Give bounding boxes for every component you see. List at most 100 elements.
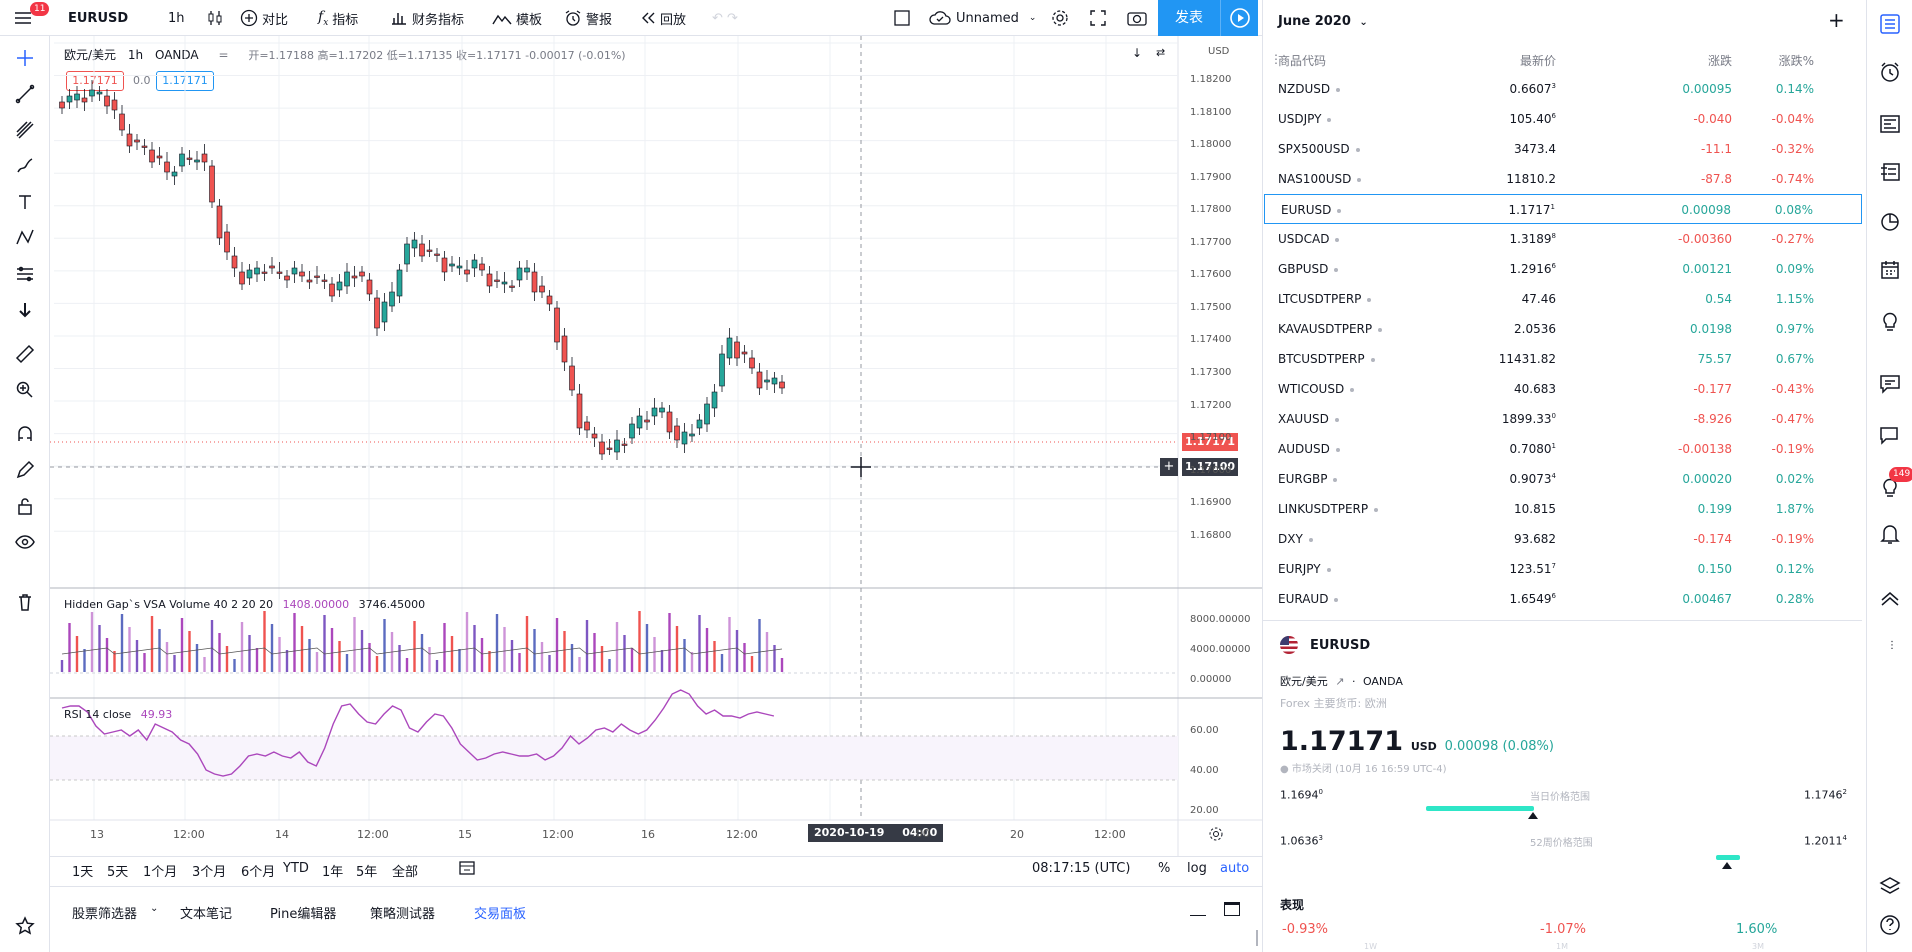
pencil-lock-icon[interactable]	[13, 458, 37, 482]
minimize-panel-icon[interactable]	[1190, 906, 1206, 916]
publish-button[interactable]: 发表	[1158, 0, 1220, 36]
watchlist-row[interactable]: EURUSD 1.17171 0.00098 0.08%	[1264, 194, 1862, 224]
watchlist-row[interactable]: BTCUSDTPERP 11431.82 75.57 0.67%	[1262, 344, 1862, 374]
maximize-panel-icon[interactable]	[1224, 902, 1240, 916]
lightbulb-icon[interactable]	[1877, 308, 1903, 332]
watchlist-row[interactable]: NZDUSD 0.66073 0.00095 0.14%	[1262, 74, 1862, 104]
range-button[interactable]: 6个月	[241, 865, 276, 880]
watchlist-title[interactable]: June 2020 ⌄	[1278, 14, 1368, 29]
pie-chart-icon[interactable]	[1877, 210, 1903, 234]
watchlist-row[interactable]: EURJPY 123.517 0.150 0.12%	[1262, 554, 1862, 584]
auto-toggle[interactable]: auto	[1220, 861, 1250, 876]
trend-line-icon[interactable]	[13, 82, 37, 106]
chevron-down-icon[interactable]: ⌄	[150, 903, 159, 914]
add-plus-icon[interactable]: +	[1160, 458, 1178, 476]
bid-box[interactable]: 1.17171	[66, 71, 124, 91]
layout-name-button[interactable]: Unnamed ⌄	[928, 0, 1036, 36]
bell-icon[interactable]	[1877, 522, 1903, 546]
watchlist-row[interactable]: SPX500USD 3473.4 -11.1 -0.32%	[1262, 134, 1862, 164]
layers-icon[interactable]	[1877, 874, 1903, 898]
news-icon[interactable]	[1877, 112, 1903, 136]
indicators-button[interactable]: fx 指标	[318, 0, 358, 36]
menu-icon[interactable]	[12, 8, 34, 28]
watchlist-row[interactable]: USDJPY 105.406 -0.040 -0.04%	[1262, 104, 1862, 134]
range-button[interactable]: 1天	[72, 865, 94, 880]
panel-tab[interactable]: 文本笔记	[180, 907, 233, 922]
arrow-down-icon[interactable]	[13, 298, 37, 322]
watchlist-icon[interactable]	[1877, 12, 1903, 36]
fullscreen-icon[interactable]	[1088, 8, 1108, 28]
fib-icon[interactable]	[13, 118, 37, 142]
zoom-in-icon[interactable]	[13, 378, 37, 402]
range-button[interactable]: YTD	[283, 861, 309, 876]
alerts-clock-icon[interactable]	[1877, 60, 1903, 84]
watchlist-row[interactable]: WTICOUSD 40.683 -0.177 -0.43%	[1262, 374, 1862, 404]
interval-button[interactable]: 1h	[168, 0, 185, 36]
col-symbol[interactable]: 商品代码	[1278, 54, 1327, 68]
eye-icon[interactable]	[13, 530, 37, 554]
trash-icon[interactable]	[13, 590, 37, 614]
maximize-pane-icon[interactable]: ⇄	[1156, 46, 1166, 59]
camera-icon[interactable]	[1126, 8, 1148, 28]
range-button[interactable]: 5年	[356, 865, 378, 880]
range-button[interactable]: 1年	[322, 865, 344, 880]
brush-icon[interactable]	[13, 154, 37, 178]
publish-play-button[interactable]	[1220, 0, 1258, 36]
panel-tab[interactable]: 策略测试器	[370, 907, 436, 922]
watchlist-row[interactable]: AUDUSD 0.70801 -0.00138 -0.19%	[1262, 434, 1862, 464]
ruler-icon[interactable]	[13, 342, 37, 366]
goto-date-icon[interactable]	[458, 860, 476, 876]
lock-icon[interactable]	[13, 494, 37, 518]
layout-select-icon[interactable]	[892, 8, 912, 28]
watchlist-row[interactable]: USDCAD 1.31898 -0.00360 -0.27%	[1262, 224, 1862, 254]
price-chart[interactable]	[50, 36, 1262, 856]
replay-button[interactable]: 回放	[640, 0, 686, 36]
col-change-pct[interactable]: 涨跌%	[1778, 54, 1814, 68]
settings-gear-icon[interactable]	[1050, 8, 1070, 28]
financials-button[interactable]: 财务指标	[390, 0, 464, 36]
templates-button[interactable]: 模板	[492, 0, 542, 36]
calendar-icon[interactable]	[1877, 258, 1903, 282]
utc-clock[interactable]: 08:17:15 (UTC)	[1032, 861, 1131, 876]
panel-scrollbar[interactable]	[1256, 930, 1258, 946]
panel-tab[interactable]: Pine编辑器	[270, 907, 337, 922]
external-link-icon[interactable]: ↗	[1335, 675, 1345, 688]
watchlist-row[interactable]: LTCUSDTPERP 47.46 0.54 1.15%	[1262, 284, 1862, 314]
text-icon[interactable]	[13, 190, 37, 214]
symbol-search-button[interactable]: EURUSD	[68, 0, 128, 36]
add-symbol-plus-icon[interactable]: +	[1828, 8, 1845, 32]
col-change[interactable]: 涨跌	[1707, 54, 1732, 68]
watchlist-row[interactable]: LINKUSDTPERP 10.815 0.199 1.87%	[1262, 494, 1862, 524]
watchlist-row[interactable]: KAVAUSDTPERP 2.0536 0.0198 0.97%	[1262, 314, 1862, 344]
watchlist-row[interactable]: XAUUSD 1899.330 -8.926 -0.47%	[1262, 404, 1862, 434]
range-button[interactable]: 3个月	[192, 865, 227, 880]
watchlist-row[interactable]: EURAUD 1.65496 0.00467 0.28%	[1262, 584, 1862, 614]
messages-icon[interactable]	[1877, 424, 1903, 448]
panel-tab[interactable]: 交易面板	[474, 907, 527, 922]
crosshair-icon[interactable]	[13, 46, 37, 70]
compare-button[interactable]: 对比	[240, 0, 288, 36]
range-button[interactable]: 5天	[107, 865, 129, 880]
time-axis-settings-icon[interactable]	[1208, 826, 1224, 842]
watchlist-row[interactable]: EURGBP 0.90734 0.00020 0.02%	[1262, 464, 1862, 494]
log-toggle[interactable]: log	[1187, 861, 1207, 876]
collapse-chevrons-icon[interactable]	[1877, 586, 1903, 610]
pattern-icon[interactable]	[13, 226, 37, 250]
chart-type-button[interactable]	[206, 0, 224, 36]
watchlist-row[interactable]: NAS100USD 11810.2 -87.8 -0.74%	[1262, 164, 1862, 194]
favorites-star-icon[interactable]	[13, 914, 37, 938]
panel-tab[interactable]: 股票筛选器	[72, 907, 138, 922]
range-button[interactable]: 1个月	[143, 865, 178, 880]
col-last[interactable]: 最新价	[1519, 54, 1556, 68]
sidebar-more-dots[interactable]: ⋮	[1887, 640, 1897, 651]
alert-button[interactable]: 警报	[564, 0, 612, 36]
undo-redo[interactable]: ↶ ↷	[712, 10, 738, 26]
scroll-down-arrow-icon[interactable]: ↓	[1132, 46, 1143, 60]
drag-handle-icon[interactable]: ⋮	[1270, 52, 1282, 66]
calendar-list-icon[interactable]	[1877, 160, 1903, 184]
forecast-icon[interactable]	[13, 262, 37, 286]
watchlist-row[interactable]: GBPUSD 1.29166 0.00121 0.09%	[1262, 254, 1862, 284]
magnet-icon[interactable]	[13, 422, 37, 446]
watchlist-row[interactable]: DXY 93.682 -0.174 -0.19%	[1262, 524, 1862, 554]
range-button[interactable]: 全部	[392, 865, 419, 880]
